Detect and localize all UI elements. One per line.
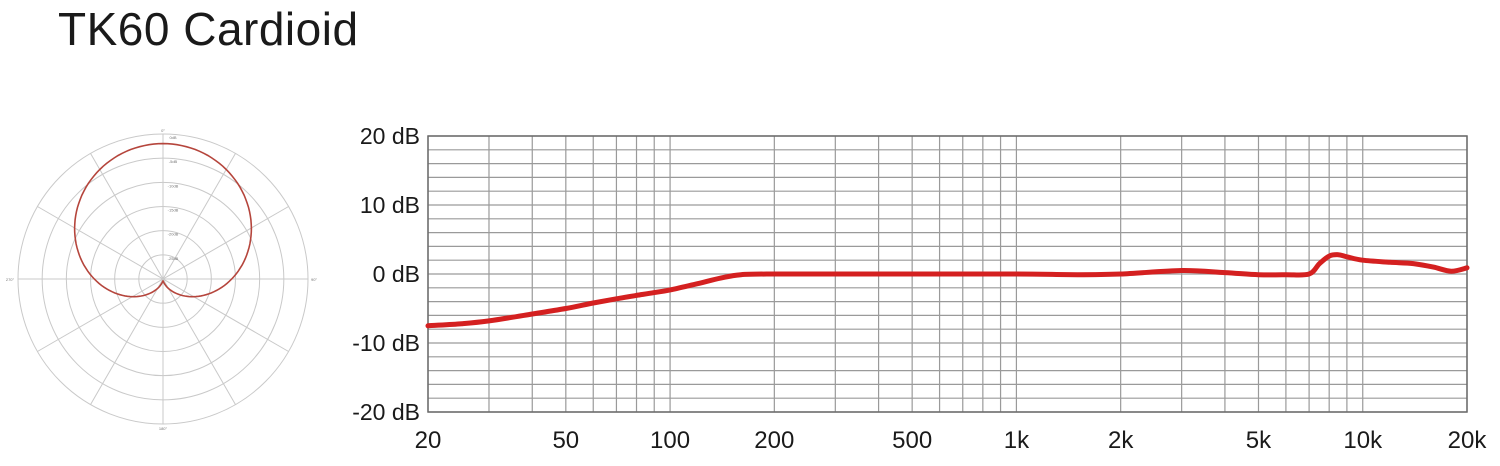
x-tick-label: 50: [552, 427, 579, 454]
polar-ring-label: -15dB: [168, 208, 179, 213]
polar-ring-label: -5dB: [169, 159, 178, 164]
polar-angle-label: 270°: [6, 277, 15, 282]
x-tick-label: 20k: [1448, 427, 1488, 454]
x-tick-label: 2k: [1108, 427, 1134, 454]
polar-ring-label: -20dB: [168, 232, 179, 237]
cardioid-pattern-curve: [73, 142, 253, 298]
polar-grid: [17, 133, 309, 425]
x-tick-label: 10k: [1343, 427, 1383, 454]
polar-ring-label: 0dB: [169, 135, 176, 140]
polar-angle-label: 180°: [159, 426, 168, 431]
y-tick-label: 20 dB: [360, 123, 420, 149]
x-tick-label: 100: [650, 427, 690, 454]
polar-pattern-diagram: 0° 90° 180° 270° 0dB -5dB -10dB -15dB -20dB -25dB: [6, 128, 318, 431]
polar-labels: 0° 90° 180° 270° 0dB -5dB -10dB -15dB -20dB -25dB: [6, 128, 318, 431]
polar-angle-label: 90°: [311, 277, 317, 282]
x-tick-label: 500: [892, 427, 932, 454]
y-tick-label: -20 dB: [352, 399, 420, 425]
x-tick-label: 200: [754, 427, 794, 454]
y-axis-ticks: 20 dB 10 dB 0 dB -10 dB -20 dB: [352, 123, 420, 425]
polar-spoke: [90, 153, 236, 405]
y-tick-label: -10 dB: [352, 330, 420, 356]
frequency-response-line: [425, 252, 1470, 329]
series-group: [425, 252, 1470, 329]
x-tick-label: 1k: [1004, 427, 1030, 454]
y-tick-label: 0 dB: [373, 261, 420, 287]
x-tick-label: 20: [415, 427, 442, 454]
polar-angle-label: 0°: [161, 128, 165, 133]
x-tick-label: 5k: [1246, 427, 1272, 454]
polar-ring-label: -25dB: [168, 256, 179, 261]
plot-frame: [427, 135, 1468, 413]
y-tick-label: 10 dB: [360, 192, 420, 218]
chart-title: TK60 Cardioid: [58, 3, 359, 55]
x-axis-ticks: 20 50 100 200 500 1k 2k 5k 10k 20k: [415, 427, 1488, 454]
polar-ring-label: -10dB: [168, 183, 179, 188]
